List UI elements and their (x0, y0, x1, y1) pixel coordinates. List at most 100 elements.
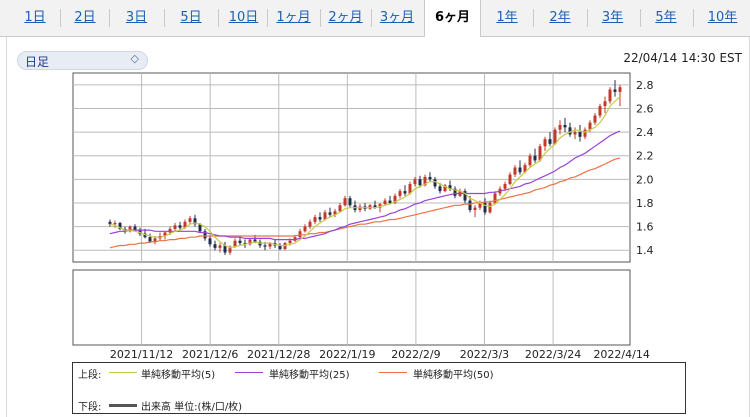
candle-body (563, 124, 567, 128)
candle-body (223, 245, 227, 253)
candle-body (318, 217, 322, 220)
tab-separator (586, 9, 588, 27)
tab-separator (163, 9, 165, 27)
candle-body (183, 221, 187, 228)
tab-7[interactable]: 3ヶ月 (379, 10, 415, 25)
ma25-swatch (235, 372, 263, 373)
candle-body (143, 233, 147, 238)
candle-body (338, 205, 342, 212)
candle-body (533, 155, 537, 161)
candle-body (573, 132, 577, 135)
candle-body (288, 240, 292, 244)
candle-body (373, 205, 377, 208)
candle-body (383, 200, 387, 205)
x-tick-label: 2021/12/28 (247, 348, 310, 361)
x-tick-label: 2022/3/24 (525, 348, 581, 361)
y-tick-label: 2.2 (636, 150, 654, 163)
period-select[interactable]: 日足 ◇ (17, 51, 148, 70)
y-tick-label: 2.4 (636, 126, 654, 139)
candle-body (268, 243, 272, 247)
candle-body (148, 237, 152, 242)
x-tick-label: 2022/4/14 (593, 348, 649, 361)
period-select-value: 日足 (25, 55, 50, 69)
tab-0[interactable]: 1日 (24, 10, 46, 25)
ma5-swatch (109, 372, 137, 373)
candle-body (448, 185, 452, 189)
candle-body (218, 245, 222, 248)
candle-body (118, 223, 122, 229)
candle-body (133, 226, 137, 231)
candle-body (278, 245, 282, 250)
tab-separator (639, 9, 641, 27)
candle-body (518, 167, 522, 173)
y-tick-label: 1.4 (636, 244, 654, 257)
candle-body (413, 179, 417, 185)
x-tick-label: 2021/12/6 (182, 348, 238, 361)
candle-body (393, 195, 397, 203)
candle-body (168, 228, 172, 233)
candle-body (368, 205, 372, 209)
candle-body (408, 184, 412, 194)
candle-body (188, 218, 192, 222)
candle-body (558, 124, 562, 130)
candle-body (108, 221, 112, 225)
ma50-line (109, 157, 621, 249)
candle-body (483, 202, 487, 213)
tab-8[interactable]: 6ヶ月 (424, 0, 481, 37)
candle-body (503, 184, 507, 189)
candle-body (468, 200, 472, 211)
candle-body (583, 129, 587, 137)
y-tick-label: 2.6 (636, 102, 654, 115)
candle-body (253, 239, 257, 242)
ma25-line (109, 130, 621, 241)
candle-body (568, 127, 572, 135)
tab-separator (267, 9, 268, 27)
candle-body (528, 155, 532, 166)
tab-1[interactable]: 2日 (74, 10, 96, 25)
tab-2[interactable]: 3日 (125, 10, 148, 25)
tab-12[interactable]: 5年 (655, 10, 677, 25)
candle-body (323, 212, 327, 220)
candle-body (553, 129, 557, 144)
y-tick-label: 1.6 (636, 221, 654, 234)
tab-9[interactable]: 1年 (496, 10, 518, 25)
tab-separator (319, 9, 321, 27)
candle-body (138, 230, 142, 234)
y-tick-label: 2.0 (636, 173, 654, 186)
candle-body (473, 207, 477, 211)
price-plot-area (72, 72, 631, 263)
candle-body (478, 202, 482, 208)
candle-body (208, 238, 212, 245)
tab-separator (532, 9, 534, 27)
timestamp: 22/04/14 14:30 EST (623, 51, 742, 65)
candle-body (173, 225, 177, 229)
legend-volume: 出来高 単位:(株/口/枚) (141, 402, 243, 413)
tab-4[interactable]: 10日 (228, 10, 259, 25)
legend-ma25: 単純移動平均(25) (269, 370, 350, 381)
candle-body (303, 226, 307, 232)
candle-body (608, 89, 612, 102)
tab-3[interactable]: 5日 (180, 10, 202, 25)
candle-body (423, 176, 427, 186)
ma50-swatch (379, 372, 407, 373)
legend-upper-label: 上段: (78, 370, 102, 381)
tab-separator (60, 9, 61, 27)
tab-5[interactable]: 1ヶ月 (276, 10, 311, 25)
candle-body (128, 226, 132, 232)
candle-body (463, 191, 467, 201)
tab-11[interactable]: 3年 (601, 10, 624, 25)
candle-body (178, 225, 182, 228)
candle-body (548, 139, 552, 144)
x-tick-label: 2022/3/3 (460, 348, 509, 361)
tab-separator (109, 9, 110, 27)
candle-body (193, 218, 197, 225)
tab-13[interactable]: 10年 (707, 10, 738, 25)
candle-body (238, 240, 242, 244)
candle-body (513, 167, 517, 175)
tab-10[interactable]: 2年 (549, 10, 571, 25)
tab-6[interactable]: 2ヶ月 (328, 10, 363, 25)
candle-body (508, 174, 512, 185)
candle-body (343, 198, 347, 206)
candle-body (248, 239, 252, 245)
